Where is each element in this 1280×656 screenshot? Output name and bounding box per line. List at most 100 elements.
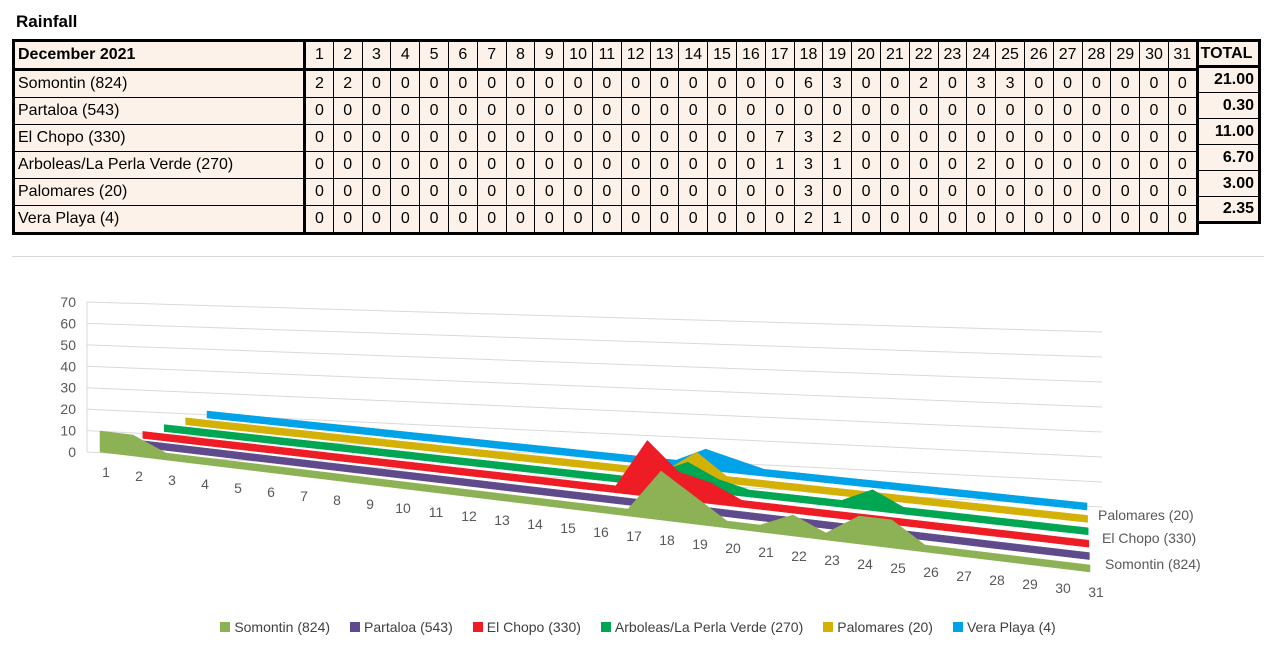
gridline xyxy=(86,387,1103,433)
station-name: Palomares (20) xyxy=(13,178,306,206)
rain-cell: 0 xyxy=(851,151,881,179)
gridline xyxy=(86,322,1103,358)
total-row: 21.00 xyxy=(1197,66,1260,93)
rain-cell: 0 xyxy=(477,178,507,206)
legend-label: Partaloa (543) xyxy=(364,619,453,635)
legend-item: Arboleas/La Perla Verde (270) xyxy=(600,619,804,635)
rain-cell: 0 xyxy=(966,124,997,152)
rain-cell: 0 xyxy=(419,178,449,206)
rain-cell: 0 xyxy=(1024,124,1054,152)
rain-cell: 0 xyxy=(851,124,881,152)
rain-cell: 0 xyxy=(563,205,593,234)
day-header-18: 18 xyxy=(794,40,824,71)
day-header-19: 19 xyxy=(822,40,853,71)
rain-cell: 0 xyxy=(621,178,651,206)
rain-cell: 0 xyxy=(1139,151,1169,179)
rain-cell: 0 xyxy=(1168,97,1198,125)
rain-cell: 0 xyxy=(419,69,449,98)
rain-cell: 0 xyxy=(650,69,680,98)
legend-swatch xyxy=(472,622,483,632)
legend-item: Partaloa (543) xyxy=(350,619,453,635)
rain-cell: 0 xyxy=(621,124,651,152)
station-name: Somontin (824) xyxy=(13,69,306,98)
rain-cell: 0 xyxy=(1168,205,1198,234)
gridline xyxy=(86,344,1103,383)
rain-cell: 0 xyxy=(477,205,507,234)
rain-cell: 0 xyxy=(1053,151,1083,179)
rain-cell: 0 xyxy=(880,69,910,98)
rain-cell: 1 xyxy=(822,151,853,179)
x-tick-label: 13 xyxy=(494,512,510,528)
rainfall-table: December 2021 1 2 3 4 5 6 7 8 9 10 11 12 13 14 15 16 17 18… xyxy=(12,39,1199,235)
x-tick-label: 9 xyxy=(366,496,374,512)
rain-cell: 2 xyxy=(822,124,853,152)
rain-cell: 0 xyxy=(1110,178,1141,206)
legend-label: Palomares (20) xyxy=(837,619,933,635)
rain-cell: 0 xyxy=(1082,124,1112,152)
total-row: 2.35 xyxy=(1197,196,1260,223)
rain-cell: 0 xyxy=(621,97,651,125)
day-header-17: 17 xyxy=(765,40,795,71)
x-tick-label: 20 xyxy=(725,540,741,556)
rain-cell: 0 xyxy=(390,69,421,98)
rain-cell: 0 xyxy=(333,97,363,125)
x-tick-label: 10 xyxy=(395,500,411,516)
rain-cell: 0 xyxy=(1139,124,1169,152)
rain-cell: 0 xyxy=(938,97,968,125)
x-tick-label: 27 xyxy=(956,568,972,584)
x-tick-label: 7 xyxy=(300,488,308,504)
rain-cell: 0 xyxy=(1139,69,1169,98)
day-header-24: 24 xyxy=(966,40,997,71)
day-header-28: 28 xyxy=(1082,40,1112,71)
rain-cell: 0 xyxy=(678,151,709,179)
rain-cell: 0 xyxy=(1139,97,1169,125)
rain-cell: 0 xyxy=(448,151,478,179)
y-tick-label: 40 xyxy=(60,358,76,374)
rain-cell: 0 xyxy=(880,205,910,234)
rain-cell: 0 xyxy=(707,205,737,234)
rain-cell: 0 xyxy=(1053,69,1083,98)
legend-item: El Chopo (330) xyxy=(472,619,581,635)
rain-cell: 0 xyxy=(477,151,507,179)
rain-cell: 0 xyxy=(506,178,536,206)
x-tick-label: 17 xyxy=(626,528,642,544)
rain-cell: 0 xyxy=(1024,97,1054,125)
rain-cell: 0 xyxy=(534,69,565,98)
rain-cell: 0 xyxy=(650,124,680,152)
rain-cell: 0 xyxy=(880,178,910,206)
x-tick-label: 6 xyxy=(267,484,275,500)
rain-cell: 0 xyxy=(362,97,392,125)
rain-cell: 0 xyxy=(477,69,507,98)
rain-cell: 0 xyxy=(390,124,421,152)
legend-label: Arboleas/La Perla Verde (270) xyxy=(614,619,804,635)
depth-label: Somontin (824) xyxy=(1105,556,1201,572)
rain-cell: 0 xyxy=(592,205,622,234)
rain-cell: 0 xyxy=(506,69,536,98)
rain-cell: 0 xyxy=(448,205,478,234)
rain-cell: 0 xyxy=(362,151,392,179)
x-tick-label: 3 xyxy=(168,472,176,488)
x-tick-label: 12 xyxy=(461,508,477,524)
legend-label: El Chopo (330) xyxy=(486,619,581,635)
rain-cell: 0 xyxy=(938,205,968,234)
rain-cell: 0 xyxy=(938,151,968,179)
day-header-11: 11 xyxy=(592,40,622,71)
rain-cell: 0 xyxy=(448,97,478,125)
x-tick-label: 8 xyxy=(333,492,341,508)
station-name: El Chopo (330) xyxy=(13,124,306,152)
total-cell: 3.00 xyxy=(1197,170,1260,197)
rain-cell: 0 xyxy=(506,97,536,125)
rain-cell: 0 xyxy=(938,69,968,98)
rain-cell: 0 xyxy=(736,151,766,179)
rain-cell: 2 xyxy=(966,151,997,179)
rain-cell: 0 xyxy=(534,205,565,234)
x-tick-label: 5 xyxy=(234,480,242,496)
rain-cell: 0 xyxy=(765,69,795,98)
rain-cell: 3 xyxy=(966,69,997,98)
rain-cell: 0 xyxy=(1082,205,1112,234)
rain-cell: 0 xyxy=(304,97,334,125)
rain-cell: 0 xyxy=(736,69,766,98)
legend-label: Somontin (824) xyxy=(234,619,331,635)
rain-cell: 0 xyxy=(1110,151,1141,179)
x-tick-label: 19 xyxy=(692,536,708,552)
